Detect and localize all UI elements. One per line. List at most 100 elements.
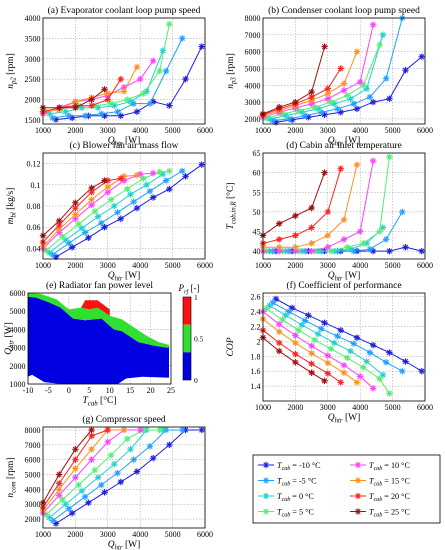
data-point-stroke xyxy=(351,248,357,254)
x-tick-label: 1000 xyxy=(35,261,51,270)
y-tick-label: 8000 xyxy=(245,14,261,23)
data-point-stroke xyxy=(351,101,357,107)
x-tick-label: 3000 xyxy=(100,261,116,270)
chart-b: (b) Condenser coolant loop pump speed 100… xyxy=(226,5,433,148)
colorbar-segment-mid xyxy=(183,324,191,353)
x-tick-label: 15 xyxy=(126,386,134,395)
data-point xyxy=(114,108,121,115)
data-point xyxy=(72,456,79,463)
y-tick-label: 5000 xyxy=(245,64,261,73)
data-point-stroke xyxy=(56,218,62,224)
data-point xyxy=(101,224,108,231)
data-point-stroke xyxy=(134,64,140,70)
data-point-stroke xyxy=(370,385,376,391)
data-point xyxy=(337,165,344,172)
data-point-stroke xyxy=(341,362,347,368)
data-point xyxy=(140,90,147,97)
data-point-stroke xyxy=(341,370,347,376)
data-point xyxy=(292,332,299,339)
data-point-stroke xyxy=(98,111,104,117)
data-point xyxy=(133,63,141,71)
data-point xyxy=(337,327,344,334)
data-point-stroke xyxy=(386,96,393,102)
data-point-stroke xyxy=(286,116,292,122)
x-axis-label: Qhtr [W] xyxy=(328,413,361,425)
legend-item: Tcab = 5 °C xyxy=(258,508,314,519)
data-point-stroke xyxy=(111,203,117,209)
data-point-stroke xyxy=(43,247,49,254)
data-point-stroke xyxy=(160,171,166,177)
data-point-stroke xyxy=(127,98,134,105)
data-point-stroke xyxy=(276,348,282,354)
data-point xyxy=(369,341,377,349)
data-point xyxy=(140,175,147,182)
data-point-stroke xyxy=(328,99,334,105)
data-point xyxy=(133,172,141,179)
chart-title: (a) Evaporator coolant loop pump speed xyxy=(48,5,201,16)
data-point-stroke xyxy=(108,196,114,203)
x-tick-label: 2000 xyxy=(287,261,303,270)
data-point-stroke xyxy=(72,200,79,206)
data-point xyxy=(133,204,141,212)
data-point-stroke xyxy=(370,158,376,164)
series-line xyxy=(262,168,342,244)
data-point-stroke xyxy=(338,166,344,172)
data-point xyxy=(337,379,344,386)
data-point-stroke xyxy=(383,75,389,82)
data-point-stroke xyxy=(321,378,328,384)
y-tick-label: 0.08 xyxy=(27,202,41,211)
y-tick-label: 4000 xyxy=(25,14,41,23)
x-tick-label: 1000 xyxy=(255,126,271,135)
data-point-stroke xyxy=(292,244,299,250)
data-point xyxy=(143,181,150,188)
chart-f: (f) Coefficient of performance 1000 2000 30… xyxy=(226,280,433,425)
data-point-stroke xyxy=(121,84,127,90)
data-point xyxy=(137,75,144,83)
plot-frame xyxy=(262,292,426,402)
x-tick-label: 5000 xyxy=(165,261,181,270)
data-point-stroke xyxy=(88,202,95,208)
data-point xyxy=(334,333,341,340)
data-point xyxy=(91,208,99,215)
data-point-stroke xyxy=(88,433,95,439)
data-point-stroke xyxy=(72,474,79,481)
plot-frame xyxy=(27,292,172,385)
data-point xyxy=(369,157,377,165)
data-point xyxy=(130,198,137,205)
series-line xyxy=(269,305,384,376)
x-tick-label: 5000 xyxy=(385,403,401,412)
data-point-stroke xyxy=(402,67,409,73)
data-point-stroke xyxy=(88,189,95,195)
x-tick-label: 3000 xyxy=(320,126,336,135)
data-point xyxy=(282,312,289,319)
chart-title: (c) Blower fan air mass flow xyxy=(70,140,179,151)
data-point xyxy=(182,173,189,180)
data-point-stroke xyxy=(72,105,79,111)
data-point-stroke xyxy=(88,196,95,203)
data-point xyxy=(340,362,348,369)
data-point xyxy=(379,224,387,231)
data-point xyxy=(88,102,95,109)
data-point-stroke xyxy=(182,76,189,82)
y-tick-label: 60 xyxy=(253,169,261,178)
legend-item: Tcab = 20 °C xyxy=(350,492,410,503)
data-point xyxy=(340,369,348,376)
y-tick-label: 5000 xyxy=(25,471,41,480)
data-point-stroke xyxy=(263,508,269,515)
data-point-stroke xyxy=(367,94,373,100)
data-point xyxy=(94,213,102,220)
data-point-stroke xyxy=(79,488,85,494)
data-point-stroke xyxy=(325,209,331,215)
x-tick-label: 2000 xyxy=(67,530,83,539)
data-point-stroke xyxy=(355,493,361,499)
y-tick-label: 1000 xyxy=(10,380,26,389)
x-axis-label: Qhtr [W] xyxy=(108,540,141,550)
y-tick-label: 2000 xyxy=(25,96,41,105)
data-point-stroke xyxy=(111,461,117,467)
series-line xyxy=(42,429,92,504)
data-point xyxy=(402,358,409,365)
colorbar-label: Prf [-] xyxy=(177,283,199,296)
data-point-stroke xyxy=(50,252,56,258)
x-tick-label: 6000 xyxy=(417,403,433,412)
data-point xyxy=(162,177,170,184)
